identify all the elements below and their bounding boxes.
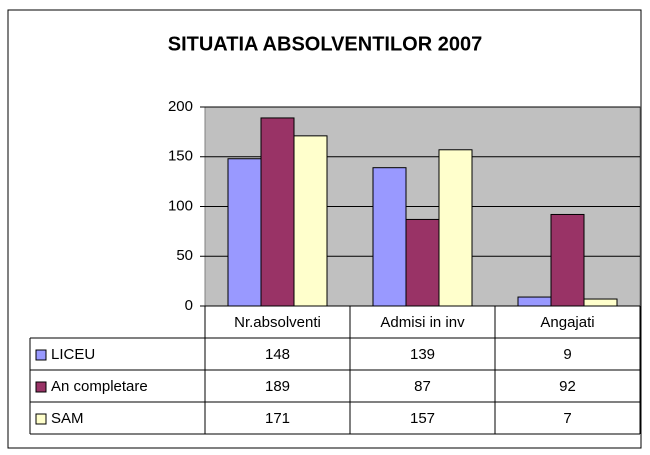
bar — [550, 213, 585, 307]
bar — [438, 149, 473, 307]
table-value: 139 — [410, 346, 435, 363]
legend-label: SAM — [51, 410, 84, 427]
bar — [260, 117, 295, 307]
bar — [227, 158, 262, 307]
y-tick-label: 50 — [176, 247, 193, 264]
y-tick-label: 200 — [168, 98, 193, 115]
table-value: 148 — [265, 346, 290, 363]
table-value: 92 — [559, 378, 576, 395]
bar — [583, 298, 618, 307]
y-tick-label: 100 — [168, 197, 193, 214]
table-value: 157 — [410, 410, 435, 427]
table-value: 171 — [265, 410, 290, 427]
y-tick-label: 150 — [168, 148, 193, 165]
legend-label: An completare — [51, 378, 148, 395]
x-tick-label: Angajati — [540, 314, 594, 331]
legend-key — [35, 349, 47, 361]
chart-title: SITUATIA ABSOLVENTILOR 2007 — [168, 33, 482, 55]
legend-label: LICEU — [51, 346, 95, 363]
x-tick-label: Nr.absolventi — [234, 314, 321, 331]
y-tick-label: 0 — [185, 297, 193, 314]
legend-key — [35, 381, 47, 393]
table-value: 87 — [414, 378, 431, 395]
table-value: 7 — [563, 410, 571, 427]
bar — [293, 135, 328, 307]
bar — [517, 296, 552, 307]
table-value: 189 — [265, 378, 290, 395]
x-tick-label: Admisi in inv — [380, 314, 465, 331]
bar — [372, 167, 407, 307]
table-value: 9 — [563, 346, 571, 363]
bar — [405, 218, 440, 307]
legend-key — [35, 413, 47, 425]
